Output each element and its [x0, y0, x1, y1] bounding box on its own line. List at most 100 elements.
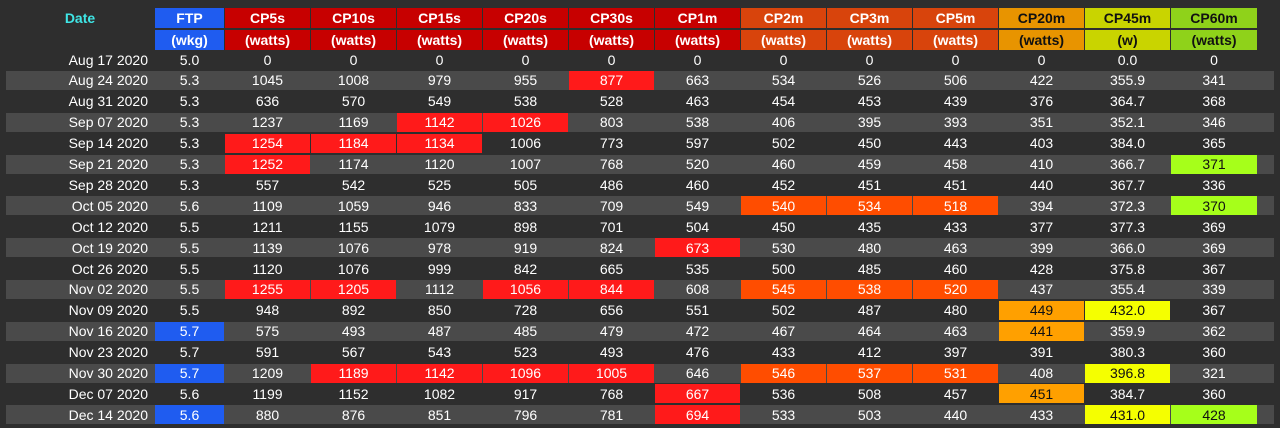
cell-cp5s: 557: [255, 176, 280, 193]
cell-cp5m: 451: [943, 176, 968, 193]
cell-cp5m: 457: [943, 385, 968, 402]
cell-cp5m: 463: [943, 323, 968, 340]
cell-ftp-highlighted: 5.6: [155, 405, 224, 425]
cell-cp20s: 898: [513, 218, 538, 235]
cell-cp15s: 999: [427, 260, 452, 277]
column-header-cp10s-unit: (watts): [311, 30, 396, 50]
column-header-cp45m-unit: (w): [1085, 30, 1170, 50]
cell-cp20s: 919: [513, 239, 538, 256]
table-row: Oct 26 2020 5.5 1120 1076 999 842 665 535 500 485…: [6, 259, 1274, 278]
cell-cp20s: 538: [513, 93, 538, 110]
cell-cp60m: 339: [1202, 281, 1226, 298]
cell-cp1m-highlighted: 673: [655, 238, 740, 258]
cell-cp20m: 394: [1029, 197, 1054, 214]
column-header-cp20s: CP20s: [483, 8, 568, 28]
cell-cp60m: 336: [1202, 176, 1226, 193]
cell-ftp: 5.5: [179, 281, 200, 298]
cell-cp5s-highlighted: 1252: [225, 154, 310, 174]
cell-cp5s-highlighted: 1255: [225, 279, 310, 299]
column-header-cp3m-unit: (watts): [827, 30, 912, 50]
cell-cp45m: 352.1: [1109, 114, 1146, 131]
cell-cp1m: 0: [693, 51, 702, 68]
cell-cp15s: 549: [427, 93, 452, 110]
cell-cp5m-highlighted: 531: [913, 363, 998, 383]
cell-cp20m: 440: [1029, 176, 1054, 193]
cell-cp30s: 773: [599, 135, 624, 152]
table-row: Sep 28 2020 5.3 557 542 525 505 486 460 452 451 45…: [6, 175, 1274, 194]
cell-cp5s: 1199: [252, 385, 283, 402]
cell-cp45m: 375.8: [1109, 260, 1146, 277]
cell-cp30s: 493: [599, 344, 624, 361]
cell-cp10s: 1169: [338, 114, 369, 131]
cell-cp30s-highlighted: 844: [569, 279, 654, 299]
cell-cp15s: 525: [427, 176, 452, 193]
cell-cp3m: 503: [857, 406, 882, 423]
cell-cp60m: 365: [1202, 135, 1226, 152]
cell-cp20m-highlighted: 441: [999, 321, 1084, 341]
cell-cp2m: 536: [771, 385, 796, 402]
cell-cp20s-highlighted: 1056: [483, 279, 568, 299]
cell-ftp: 5.5: [179, 239, 200, 256]
cell-cp20m: 403: [1029, 135, 1054, 152]
cell-cp1m-highlighted: 667: [655, 384, 740, 404]
cell-cp45m-highlighted: 396.8: [1085, 363, 1170, 383]
cell-cp5m: 439: [943, 93, 968, 110]
cell-cp10s: 1174: [338, 156, 369, 172]
cell-cp1m: 504: [685, 218, 710, 235]
cell-cp20s: 1006: [509, 135, 542, 152]
cell-cp2m: 502: [771, 135, 796, 152]
cell-cp5s: 1237: [251, 114, 284, 131]
column-header-ftp: FTP: [155, 8, 224, 28]
cell-cp5s: 0: [263, 51, 272, 68]
column-header-cp60m: CP60m: [1171, 8, 1257, 28]
column-header-ftp-unit: (wkg): [155, 30, 224, 50]
cell-cp2m: 533: [771, 406, 796, 423]
table-row: Nov 02 2020 5.5 1255 1205 1112 1056 844 608 545 5…: [6, 279, 1274, 299]
cell-ftp: 5.5: [179, 218, 200, 235]
cell-cp45m: 384.7: [1109, 385, 1146, 402]
header-unit-row: (wkg) (watts) (watts) (watts) (watts) (watts)…: [0, 30, 1280, 50]
cell-cp60m-highlighted: 428: [1171, 405, 1257, 425]
cell-cp60m-highlighted: 370: [1171, 196, 1257, 216]
cell-cp15s: 1079: [423, 218, 456, 235]
cell-cp15s: 1082: [423, 385, 456, 402]
cell-cp30s: 768: [599, 385, 624, 402]
cell-cp45m: 359.9: [1109, 323, 1146, 340]
cell-cp5s: 1109: [252, 197, 283, 214]
date-cell: Nov 30 2020: [68, 365, 148, 381]
column-header-cp1m-unit: (watts): [655, 30, 740, 50]
cell-cp45m: 355.9: [1109, 72, 1146, 89]
cell-cp5m: 397: [943, 344, 968, 361]
cell-cp20m: 0: [1037, 51, 1046, 68]
cell-cp60m: 369: [1202, 239, 1226, 256]
cell-cp15s-highlighted: 1134: [397, 133, 482, 153]
column-header-date: Date: [64, 10, 96, 26]
cell-ftp-highlighted: 5.7: [155, 321, 224, 341]
cell-cp1m: 597: [685, 135, 710, 152]
cell-cp15s: 851: [427, 406, 452, 423]
cell-cp5m: 460: [943, 260, 968, 277]
column-header-cp5m-unit: (watts): [913, 30, 998, 50]
cell-cp2m: 500: [771, 260, 796, 277]
cell-cp30s: 701: [599, 218, 624, 235]
date-cell: Aug 31 2020: [68, 93, 148, 110]
date-cell: Aug 17 2020: [68, 51, 148, 68]
cell-cp2m: 530: [771, 239, 796, 256]
column-header-cp45m: CP45m: [1085, 8, 1170, 28]
cell-cp45m-highlighted: 432.0: [1085, 300, 1170, 320]
cell-ftp: 5.3: [179, 72, 200, 89]
cell-cp5m: 433: [943, 218, 968, 235]
cell-ftp: 5.5: [179, 260, 200, 277]
cell-cp5m-highlighted: 518: [913, 196, 998, 216]
cell-cp20m: 433: [1029, 406, 1054, 423]
cell-cp60m-highlighted: 371: [1171, 154, 1257, 174]
date-cell: Sep 28 2020: [68, 176, 148, 193]
cell-cp45m: 380.3: [1109, 344, 1146, 361]
table-row: Aug 17 2020 5.0 0 0 0 0 0 0 0 0 0 0 0.0 0: [6, 50, 1274, 69]
cell-cp3m-highlighted: 534: [827, 196, 912, 216]
cell-ftp: 5.6: [179, 385, 200, 402]
cell-cp20m: 422: [1029, 72, 1054, 89]
cell-ftp: 5.0: [179, 51, 200, 68]
cell-ftp: 5.3: [179, 176, 200, 193]
